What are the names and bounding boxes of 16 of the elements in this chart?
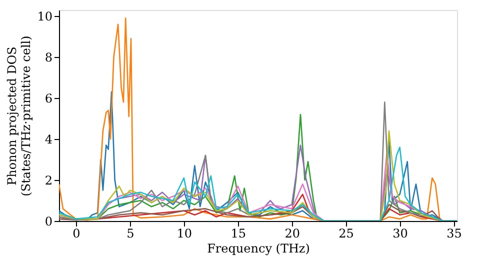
y-tick-label: 0 [44, 214, 52, 228]
x-tick-label: 35 [446, 226, 462, 240]
x-tick-label: 15 [230, 226, 246, 240]
y-tick-label: 6 [44, 92, 52, 106]
x-tick-label: 0 [72, 226, 80, 240]
x-tick-label: 5 [126, 226, 134, 240]
y-tick-label: 8 [44, 50, 52, 65]
y-tick-label: 4 [44, 132, 53, 147]
y-axis-title: Phonon projected DOS (States/THz·primitive cell) [5, 36, 34, 196]
x-tick-label: 10 [176, 226, 192, 240]
x-tick-label: 30 [392, 226, 408, 240]
x-axis-title: Frequency (THz) [207, 242, 310, 256]
y-tick-label: 10 [37, 10, 52, 24]
x-tick-label: 25 [338, 226, 354, 240]
x-tick-label: 20 [284, 226, 300, 240]
y-tick-label: 2 [44, 174, 52, 188]
